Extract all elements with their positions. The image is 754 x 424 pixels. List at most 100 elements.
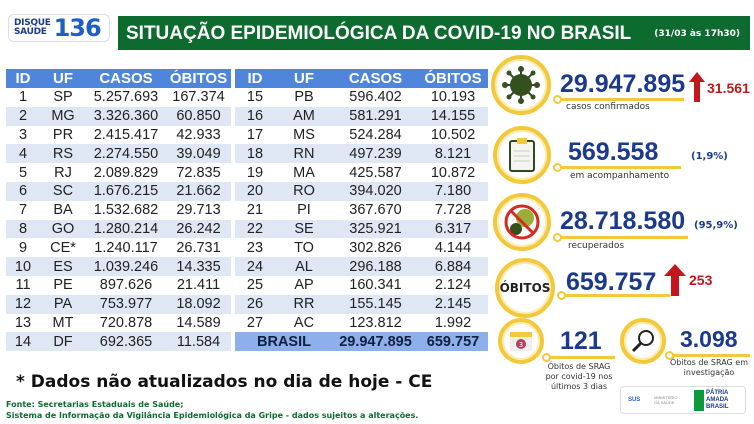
table-cell: 897.626 <box>99 277 153 294</box>
table-cell: 25 <box>246 277 264 294</box>
table-cell: 16 <box>235 106 275 126</box>
recovered-pct: (95,9%) <box>694 220 738 231</box>
column-header: UF <box>40 69 86 88</box>
states-table-left: ID UF CASOS ÓBITOS 1 SP 5.257.693 167.374 2 MG 3.3… <box>6 69 231 352</box>
table-cell: 1.676.215 <box>86 181 166 201</box>
table-cell: 1.039.246 <box>86 257 166 276</box>
column-header: ID <box>6 69 40 88</box>
deaths-title: ÓBITOS <box>499 281 551 295</box>
table-cell: RO <box>275 181 333 201</box>
table-cell: 11 <box>15 277 31 294</box>
table-cell: SE <box>275 219 333 239</box>
confirmed-label: casos confirmados <box>566 102 650 112</box>
table-cell: 23 <box>246 239 264 256</box>
table-cell: 6.884 <box>418 257 488 276</box>
table-cell: CE* <box>50 239 76 256</box>
table-row: 20 RO 394.020 7.180 <box>235 181 488 201</box>
government-logos: SUS MINISTÉRIO DA SAÚDE PÁTRIA AMADA BRA… <box>620 386 746 414</box>
table-cell: 39.049 <box>166 144 231 164</box>
table-cell: AC <box>293 314 315 331</box>
table-cell: 2 <box>6 106 40 126</box>
calendar-icon: 3 <box>510 332 532 351</box>
table-cell: 21.662 <box>166 181 231 201</box>
table-cell: 19 <box>246 164 264 181</box>
table-cell: 3 <box>18 126 28 143</box>
table-cell: 497.239 <box>333 144 418 164</box>
table-cell: 2.089.829 <box>93 164 159 181</box>
table-row: 7 BA 1.532.682 29.713 <box>6 201 231 220</box>
disque-saude-logo: DISQUE SAÚDE 136 <box>8 14 110 42</box>
srag-recent-circle: 3 <box>498 318 544 364</box>
table-cell: 5 <box>18 164 28 181</box>
table-row: 19 MA 425.587 10.872 <box>235 163 488 182</box>
table-cell: 123.812 <box>349 314 402 331</box>
table-cell: 24 <box>235 257 275 276</box>
table-cell: AP <box>294 277 314 294</box>
table-cell: 1.240.117 <box>94 239 158 256</box>
table-cell: 26.242 <box>166 219 231 239</box>
table-cell: DF <box>40 332 86 352</box>
table-cell: 15 <box>246 89 264 106</box>
recovered-label: recuperados <box>568 241 625 251</box>
svg-text:3: 3 <box>519 341 523 349</box>
table-cell: 8 <box>6 219 40 239</box>
arrow-up-icon <box>689 72 705 102</box>
deaths-increase: 253 <box>689 272 713 288</box>
table-cell: 26 <box>235 294 275 314</box>
srag-investigation-value: 3.098 <box>680 326 738 352</box>
table-row: 13 MT 720.878 14.589 <box>6 314 231 333</box>
table-cell: 42.933 <box>176 126 221 143</box>
table-cell: 10.502 <box>430 126 476 143</box>
clipboard-icon <box>509 138 535 172</box>
table-cell: 1.280.214 <box>86 219 166 239</box>
logo-line2: SAÚDE <box>14 27 47 37</box>
table-row: 9 CE* 1.240.117 26.731 <box>6 238 231 257</box>
column-header: ÓBITOS <box>166 69 231 88</box>
table-cell: 2.124 <box>434 277 472 294</box>
table-cell: 581.291 <box>333 106 418 126</box>
table-row: 8 GO 1.280.214 26.242 <box>6 219 231 239</box>
table-cell: 3.326.360 <box>86 106 166 126</box>
table-row: 26 RR 155.145 2.145 <box>235 294 488 314</box>
table-cell: 4.144 <box>434 239 472 256</box>
table-header: ID UF CASOS ÓBITOS <box>6 69 231 88</box>
monitoring-value: 569.558 <box>568 138 659 166</box>
column-header: ID <box>235 69 275 88</box>
monitoring-circle <box>493 126 551 184</box>
monitoring-label: em acompanhamento <box>570 171 670 181</box>
table-cell: 753.977 <box>86 294 166 314</box>
table-cell: 8.121 <box>418 144 488 164</box>
update-date: (31/03 às 17h30) <box>654 29 740 39</box>
table-cell: MS <box>293 126 315 143</box>
table-cell: 21 <box>246 202 264 219</box>
table-row: 12 PA 753.977 18.092 <box>6 294 231 314</box>
table-cell: 18.092 <box>166 294 231 314</box>
table-cell: 26.731 <box>176 239 221 256</box>
table-cell: RN <box>275 144 333 164</box>
table-cell: 27 <box>246 314 264 331</box>
table-cell: RS <box>40 144 86 164</box>
table-cell: 1.532.682 <box>93 202 159 219</box>
table-cell: 7.728 <box>434 202 472 219</box>
srag-recent-label: Óbitos de SRAG por covid-19 nos últimos … <box>545 362 613 391</box>
recovered-value: 28.718.580 <box>560 207 686 235</box>
table-cell: 167.374 <box>172 89 225 106</box>
table-cell: MA <box>293 164 315 181</box>
table-cell: 6 <box>6 181 40 201</box>
table-cell: 4 <box>6 144 40 164</box>
table-cell: TO <box>294 239 314 256</box>
srag-recent-value: 121 <box>560 327 602 355</box>
table-cell: 14.155 <box>418 106 488 126</box>
table-row: 21 PI 367.670 7.728 <box>235 201 488 220</box>
ministry-logo: MINISTÉRIO DA SAÚDE <box>654 395 678 405</box>
ce-note: * Dados não atualizados no dia de hoje -… <box>16 372 433 392</box>
brasil-logo: PÁTRIA AMADA BRASIL <box>694 389 738 411</box>
table-row: 4 RS 2.274.550 39.049 <box>6 144 231 164</box>
table-cell: AL <box>275 257 333 276</box>
table-row: 10 ES 1.039.246 14.335 <box>6 257 231 276</box>
table-row: 2 MG 3.326.360 60.850 <box>6 106 231 126</box>
table-cell: 10 <box>6 257 40 276</box>
table-cell: PE <box>53 277 73 294</box>
table-cell: 692.365 <box>86 332 166 352</box>
states-table-right: ID UF CASOS ÓBITOS 15 PB 596.402 10.193 16 AM 581.… <box>235 69 488 352</box>
